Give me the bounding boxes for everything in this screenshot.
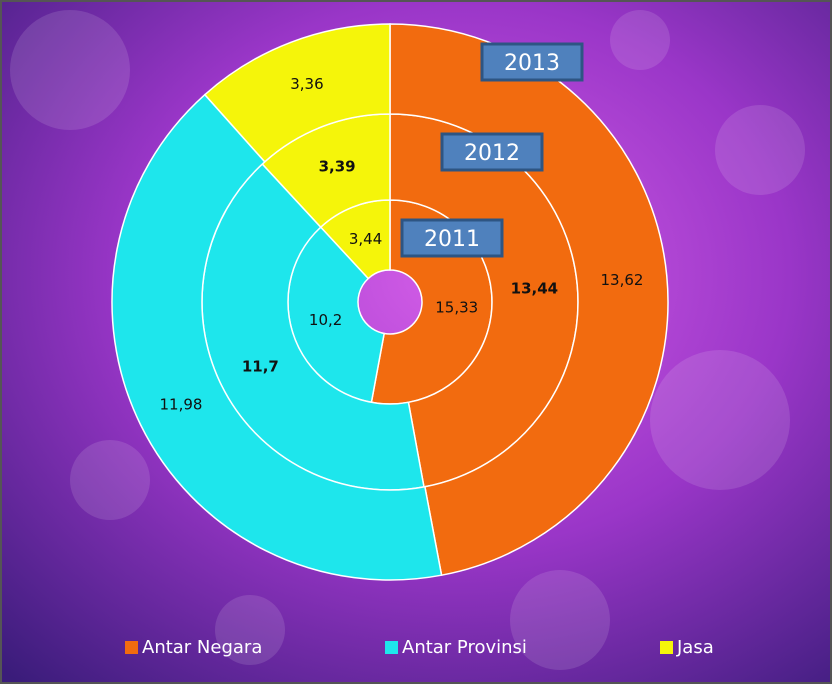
data-label: 3,36: [290, 75, 323, 93]
legend-label: Antar Negara: [142, 637, 262, 658]
data-label: 15,33: [435, 299, 478, 317]
legend-swatch: [125, 641, 138, 654]
legend-label: Jasa: [676, 637, 714, 658]
data-label: 11,7: [242, 357, 279, 375]
chart: 15,33 10,2 3,44 2011 13,44 11,7 3,39 2012 13,62 1…: [0, 0, 832, 684]
year-label: 2013: [504, 51, 560, 76]
legend-label: Antar Provinsi: [402, 637, 527, 658]
data-label: 13,44: [511, 279, 558, 297]
year-label: 2011: [424, 227, 480, 252]
year-label: 2012: [464, 141, 520, 166]
legend-swatch: [385, 641, 398, 654]
data-label: 13,62: [601, 271, 644, 289]
legend-swatch: [660, 641, 673, 654]
data-label: 3,44: [349, 230, 382, 248]
data-label: 3,39: [319, 157, 356, 175]
data-label: 11,98: [160, 395, 203, 413]
data-label: 10,2: [309, 311, 342, 329]
